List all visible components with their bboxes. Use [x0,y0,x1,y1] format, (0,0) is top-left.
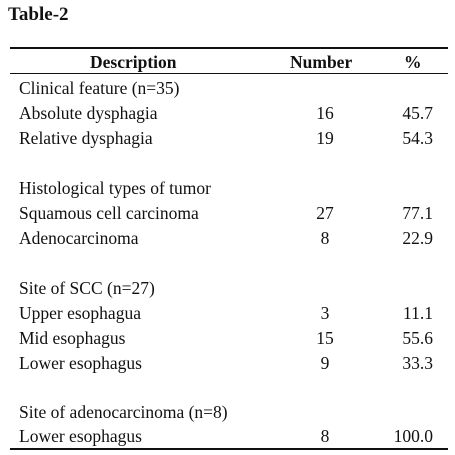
row-number: 19 [316,128,334,148]
table-row: Relative dysphagia 19 54.3 [0,126,455,150]
table-row: Adenocarcinoma 8 22.9 [0,226,455,250]
row-description: Mid esophagus [19,328,126,348]
row-description: Site of SCC (n=27) [19,278,155,298]
table-row-spacer [0,251,455,275]
table-row: Lower esophagus 8 100.0 [0,424,455,448]
table-row: Mid esophagus 15 55.6 [0,326,455,350]
row-description: Lower esophagus [19,426,142,446]
table-bottom-rule [10,448,448,450]
row-percent: 22.9 [402,228,433,248]
table-row: Site of adenocarcinoma (n=8) [0,400,455,424]
row-description: Lower esophagus [19,353,142,373]
row-percent: 45.7 [402,103,433,123]
table-row: Upper esophagua 3 11.1 [0,301,455,325]
row-percent: 100.0 [393,426,433,446]
row-number: 15 [316,328,334,348]
table-row-spacer [0,376,455,400]
row-percent: 55.6 [402,328,433,348]
row-description: Squamous cell carcinoma [19,203,199,223]
table-row: Site of SCC (n=27) [0,276,455,300]
row-description: Relative dysphagia [19,128,153,148]
row-number: 9 [320,353,330,373]
row-description: Absolute dysphagia [19,103,158,123]
row-description: Upper esophagua [19,303,141,323]
row-percent: 11.1 [403,303,433,323]
header-percent: % [404,52,422,72]
row-number: 8 [320,228,330,248]
table-title: Table-2 [8,4,69,25]
row-percent: 77.1 [402,203,433,223]
row-description: Adenocarcinoma [19,228,139,248]
row-description: Clinical feature (n=35) [19,78,180,98]
row-number: 27 [316,203,334,223]
table-row: Squamous cell carcinoma 27 77.1 [0,201,455,225]
table-row: Absolute dysphagia 16 45.7 [0,101,455,125]
table-row: Clinical feature (n=35) [0,76,455,100]
table-row-spacer [0,151,455,175]
header-description: Description [90,52,177,72]
row-number: 16 [316,103,334,123]
row-number: 3 [320,303,330,323]
table-top-rule [10,47,448,49]
row-percent: 33.3 [402,353,433,373]
row-number: 8 [320,426,330,446]
table-row: Histological types of tumor [0,176,455,200]
row-percent: 54.3 [402,128,433,148]
header-rule [10,73,448,74]
row-description: Site of adenocarcinoma (n=8) [19,402,228,422]
header-number: Number [290,52,353,72]
table-row: Lower esophagus 9 33.3 [0,351,455,375]
row-description: Histological types of tumor [19,178,211,198]
